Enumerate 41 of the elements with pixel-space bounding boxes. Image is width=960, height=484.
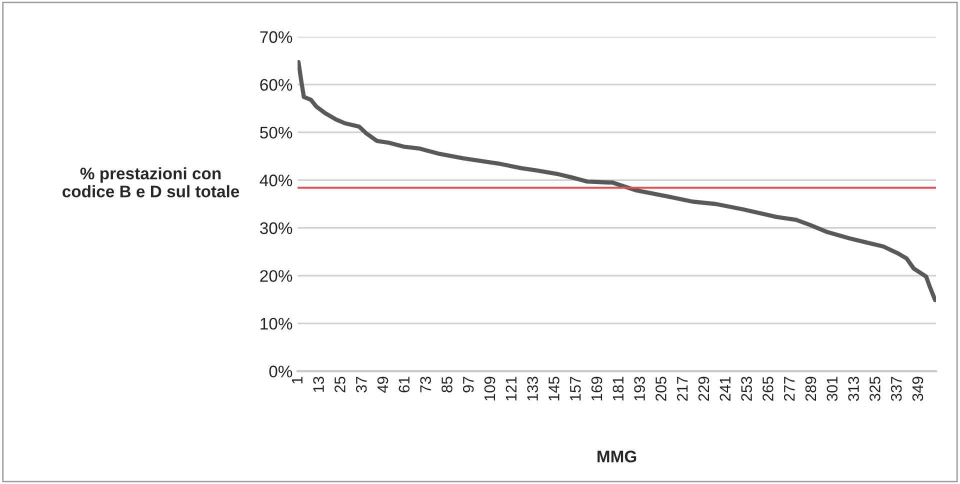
- line-series: [298, 60, 936, 302]
- x-tick-label: 313: [848, 376, 859, 401]
- x-tick-label: 121: [506, 376, 516, 400]
- x-tick-label: 73: [420, 376, 431, 392]
- x-tick-label: 145: [548, 376, 560, 400]
- x-tick-label: 301: [826, 376, 838, 401]
- x-tick-label: 49: [377, 376, 388, 393]
- y-axis-title: % prestazioni con codice B e D sul totale: [62, 167, 240, 198]
- y-tick-label: 70%: [260, 31, 292, 43]
- x-axis-title: MMG: [598, 450, 636, 462]
- x-tick-label: 217: [676, 376, 688, 401]
- x-tick-label: 37: [356, 376, 367, 392]
- x-tick-label: 25: [334, 376, 346, 392]
- x-tick-label: 229: [698, 376, 710, 401]
- x-tick-label: 181: [612, 376, 624, 400]
- x-tick-label: 157: [570, 376, 581, 400]
- y-tick-label: 10%: [260, 318, 292, 330]
- x-tick-label: 241: [720, 376, 730, 401]
- y-tick-label: 40%: [260, 174, 292, 186]
- x-tick-label: 109: [484, 376, 496, 400]
- x-tick-label: 265: [762, 376, 774, 401]
- x-tick-label: 13: [313, 376, 324, 392]
- x-tick-label: 253: [741, 376, 752, 401]
- x-tick-label: 325: [870, 376, 880, 401]
- y-tick-label: 60%: [260, 78, 292, 91]
- x-tick-label: 61: [398, 376, 410, 392]
- x-tick-label: 337: [890, 376, 902, 401]
- x-tick-label: 205: [656, 376, 666, 401]
- x-tick-label: 289: [805, 376, 816, 401]
- x-tick-label: 349: [912, 376, 924, 401]
- x-tick-label: 277: [784, 376, 795, 401]
- y-tick-label: 30%: [260, 222, 292, 234]
- y-tick-label: 20%: [260, 270, 292, 282]
- x-tick-label: 97: [462, 376, 474, 392]
- x-tick-label: 85: [442, 376, 452, 392]
- x-tick-label: 169: [591, 376, 602, 400]
- x-tick-label: 133: [527, 376, 538, 400]
- x-tick-label: 1: [292, 376, 302, 384]
- y-tick-label: 50%: [260, 126, 292, 139]
- y-tick-label: 0%: [269, 366, 292, 378]
- x-tick-label: 193: [634, 376, 645, 400]
